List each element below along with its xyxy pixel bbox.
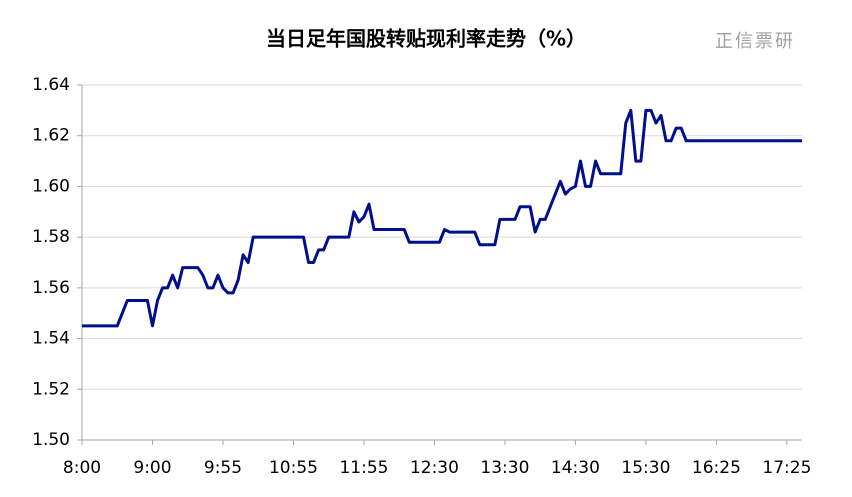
x-tick-label: 9:00 — [133, 458, 171, 478]
chart-title: 当日足年国股转贴现利率走势（%） — [266, 27, 586, 51]
x-tick-label: 11:55 — [339, 458, 388, 478]
y-tick-label: 1.58 — [32, 227, 70, 247]
y-tick-label: 1.52 — [32, 379, 70, 399]
x-tick-label: 13:30 — [480, 458, 529, 478]
x-tick-label: 14:30 — [551, 458, 600, 478]
x-tick-label: 17:25 — [762, 458, 811, 478]
x-tick-label: 9:55 — [204, 458, 242, 478]
y-tick-label: 1.60 — [32, 176, 70, 196]
y-tick-label: 1.62 — [32, 126, 70, 146]
y-tick-label: 1.56 — [32, 278, 70, 298]
x-tick-label: 10:55 — [269, 458, 318, 478]
y-tick-label: 1.54 — [32, 329, 70, 349]
x-tick-label: 12:30 — [410, 458, 459, 478]
x-tick-label: 15:30 — [621, 458, 670, 478]
x-tick-label: 16:25 — [692, 458, 741, 478]
data-line — [82, 108, 802, 328]
y-tick-label: 1.50 — [32, 430, 70, 450]
y-tick-label: 1.64 — [32, 75, 70, 95]
watermark: 正信票研 — [715, 31, 795, 52]
x-tick-label: 8:00 — [63, 458, 101, 478]
